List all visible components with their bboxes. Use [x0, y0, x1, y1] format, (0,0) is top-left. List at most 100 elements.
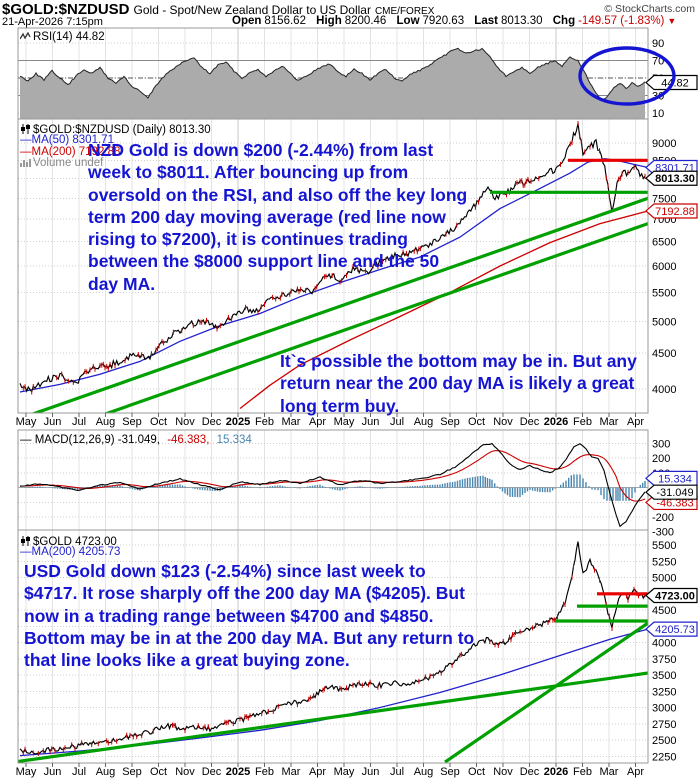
svg-text:Aug: Aug	[96, 766, 116, 778]
svg-text:6500: 6500	[652, 237, 676, 249]
svg-text:-300: -300	[652, 527, 674, 539]
usd-price-series	[18, 541, 648, 763]
svg-text:-200: -200	[652, 512, 674, 524]
svg-text:90: 90	[652, 38, 664, 50]
macd-signal-value: -46.383,	[167, 434, 210, 446]
svg-text:Nov: Nov	[175, 416, 195, 428]
svg-text:3500: 3500	[652, 670, 676, 682]
svg-text:2500: 2500	[652, 735, 676, 747]
macd-legend: — MACD(12,26,9) -31.049, -46.383, 15.334	[20, 434, 252, 447]
rsi-circle-annotation	[578, 46, 676, 106]
svg-text:Mar: Mar	[282, 766, 301, 778]
svg-text:Jul: Jul	[72, 766, 86, 778]
svg-text:10: 10	[652, 108, 664, 120]
svg-text:3750: 3750	[652, 654, 676, 666]
svg-text:7500: 7500	[652, 193, 676, 205]
svg-text:5000: 5000	[652, 316, 676, 328]
svg-text:Jul: Jul	[72, 416, 86, 428]
svg-text:Oct: Oct	[468, 766, 485, 778]
svg-text:2026: 2026	[544, 766, 568, 778]
svg-text:2250: 2250	[652, 751, 676, 763]
svg-text:4205.73: 4205.73	[655, 624, 695, 636]
svg-text:Oct: Oct	[468, 416, 485, 428]
svg-text:Apr: Apr	[309, 766, 326, 778]
svg-text:6000: 6000	[652, 261, 676, 273]
price-value-box: -31.049	[645, 484, 698, 500]
header: $GOLD:$NZDUSD Gold - Spot/New Zealand Dol…	[2, 1, 434, 19]
svg-text:Feb: Feb	[255, 416, 274, 428]
low-label: Low	[396, 15, 420, 27]
svg-text:Oct: Oct	[150, 416, 167, 428]
copyright: © StockCharts.com	[604, 3, 695, 15]
svg-text:Jun: Jun	[362, 416, 380, 428]
svg-text:Feb: Feb	[573, 766, 592, 778]
svg-text:200: 200	[652, 453, 670, 465]
macd-series	[19, 442, 646, 528]
svg-text:Oct: Oct	[150, 766, 167, 778]
svg-text:Feb: Feb	[573, 416, 592, 428]
usd-ma200-legend-row: —MA(200) 4205.73	[20, 546, 121, 559]
macd-legend-base: — MACD(12,26,9) -31.049,	[20, 434, 160, 446]
svg-text:May: May	[16, 416, 37, 428]
svg-text:4000: 4000	[652, 384, 676, 396]
usd-y-axis-labels: 5500525050004750450042504000375035003250…	[652, 540, 676, 763]
rsi-legend: RSI(14) 44.82	[19, 31, 105, 45]
svg-text:2026: 2026	[544, 416, 568, 428]
svg-text:Sep: Sep	[122, 416, 142, 428]
main-symbol-row: $GOLD:$NZDUSD (Daily) 8013.30	[20, 124, 211, 136]
price-value-box: 44.82	[645, 74, 698, 91]
svg-text:Jul: Jul	[390, 766, 404, 778]
svg-text:Jun: Jun	[44, 766, 62, 778]
last-value: 8013.30	[500, 15, 543, 27]
chg-label: Chg	[552, 15, 576, 27]
high-value: 8200.46	[344, 15, 387, 27]
svg-text:5000: 5000	[652, 573, 676, 585]
svg-text:Jun: Jun	[44, 416, 62, 428]
last-label: Last	[474, 15, 498, 27]
svg-text:4000: 4000	[652, 638, 676, 650]
rsi-legend-label: RSI(14) 44.82	[33, 31, 105, 43]
indicator-icon	[19, 31, 31, 45]
chg-value: -149.57 (-1.83%)	[578, 15, 665, 27]
svg-text:Apr: Apr	[627, 766, 644, 778]
ma50-legend-row: —MA(50) 8301.71	[20, 134, 114, 147]
svg-text:Mar: Mar	[600, 416, 619, 428]
svg-text:Mar: Mar	[600, 766, 619, 778]
svg-text:Dec: Dec	[520, 416, 540, 428]
svg-text:Nov: Nov	[175, 766, 195, 778]
usd-panel-grid	[18, 530, 648, 763]
usd-symbol-row: $GOLD 4723.00	[20, 536, 120, 548]
svg-text:44.82: 44.82	[661, 78, 689, 90]
high-label: High	[316, 15, 342, 27]
svg-text:7192.88: 7192.88	[655, 206, 695, 218]
svg-text:Jun: Jun	[362, 766, 380, 778]
svg-text:4500: 4500	[652, 348, 676, 360]
annotation-bottom-call: It`s possible the bottom may be in. But …	[280, 351, 637, 416]
low-value: 7920.63	[422, 15, 465, 27]
main-chart-legend: $GOLD:$NZDUSD (Daily) 8013.30 —MA(50) 83…	[20, 124, 211, 170]
svg-text:Dec: Dec	[202, 416, 222, 428]
svg-text:Sep: Sep	[440, 766, 460, 778]
quote-summary: Open 8156.62 High 8200.46 Low 7920.63 Last 8…	[232, 15, 676, 27]
svg-text:5500: 5500	[652, 287, 676, 299]
svg-text:Aug: Aug	[96, 416, 116, 428]
svg-text:2750: 2750	[652, 719, 676, 731]
svg-text:May: May	[334, 416, 355, 428]
trendline-overlay	[30, 196, 648, 413]
svg-text:Aug: Aug	[414, 416, 434, 428]
main-panel-grid	[18, 119, 648, 413]
symbol-description: Gold - Spot/New Zealand Dollar to US Dol…	[133, 3, 371, 17]
symbol-title: $GOLD:$NZDUSD	[2, 1, 130, 18]
svg-text:5500: 5500	[652, 540, 676, 552]
svg-text:8013.30: 8013.30	[655, 173, 695, 185]
svg-text:Sep: Sep	[440, 416, 460, 428]
x-axis-labels: May Jun Jul Aug Sep Oct Nov Dec 2025 Feb Mar Apr May…	[16, 413, 644, 428]
volume-bars-icon	[20, 158, 31, 171]
price-value-box: 4723.00	[645, 587, 698, 604]
svg-text:Nov: Nov	[493, 766, 513, 778]
down-triangle-icon: ▼	[667, 16, 677, 26]
x-axis-labels: May Jun Jul Aug Sep Oct Nov Dec 2025 Feb Mar Apr May…	[16, 763, 644, 778]
svg-text:Dec: Dec	[520, 766, 540, 778]
svg-text:Dec: Dec	[202, 766, 222, 778]
